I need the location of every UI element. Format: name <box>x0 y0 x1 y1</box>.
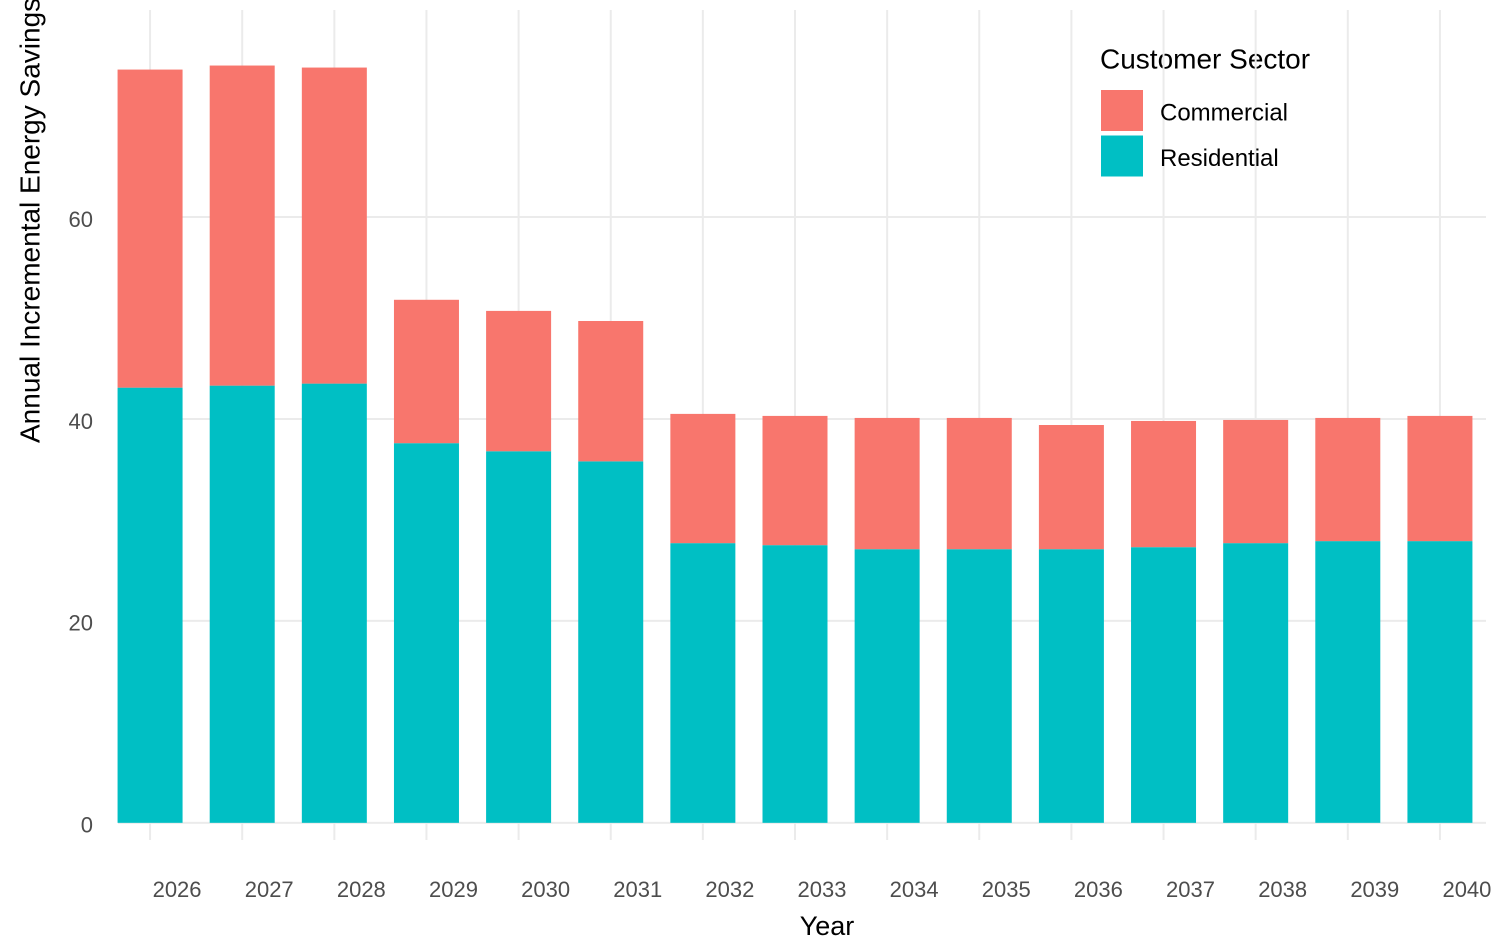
bar-segment <box>117 69 183 388</box>
x-tick-label: 2031 <box>613 877 662 902</box>
legend-label: Commercial <box>1160 99 1288 126</box>
bar-segment <box>209 65 275 386</box>
bar-segment <box>393 443 459 823</box>
y-axis-title: Annual Incremental Energy Savings <box>14 0 45 443</box>
bar-segment <box>854 417 920 550</box>
legend-swatch <box>1101 90 1143 131</box>
x-tick-label: 2034 <box>890 877 939 902</box>
bar-segment <box>946 417 1012 550</box>
bar-segment <box>301 67 367 384</box>
bar-segment <box>1223 543 1289 823</box>
x-tick-label: 2040 <box>1442 877 1491 902</box>
bar-segment <box>1038 425 1104 550</box>
bar-segment <box>670 543 736 823</box>
x-axis-title: Year <box>800 911 855 940</box>
x-tick-label: 2037 <box>1166 877 1215 902</box>
y-tick-label: 0 <box>81 813 93 838</box>
x-tick-label: 2028 <box>337 877 386 902</box>
bar-segment <box>486 451 552 823</box>
x-tick-label: 2033 <box>798 877 847 902</box>
bar-segment <box>670 413 736 544</box>
bar-segment <box>117 387 183 823</box>
bar-segment <box>1407 415 1473 542</box>
x-tick-label: 2032 <box>705 877 754 902</box>
legend-title: Customer Sector <box>1100 43 1310 74</box>
bar-segment <box>1407 541 1473 823</box>
bar-segment <box>578 461 644 823</box>
x-tick-label: 2039 <box>1350 877 1399 902</box>
bar-segment <box>1131 547 1197 823</box>
bar-segment <box>1038 549 1104 823</box>
legend-label: Residential <box>1160 145 1279 172</box>
x-tick-label: 2036 <box>1074 877 1123 902</box>
bar-segment <box>578 320 644 462</box>
x-tick-label: 2030 <box>521 877 570 902</box>
bar-segment <box>1223 419 1289 544</box>
x-tick-label: 2027 <box>245 877 294 902</box>
bar-segment <box>486 310 552 452</box>
bar-segment <box>1315 417 1381 542</box>
bar-segment <box>946 549 1012 823</box>
y-tick-label: 60 <box>69 207 93 232</box>
legend-swatch <box>1101 135 1143 177</box>
x-tick-label: 2035 <box>982 877 1031 902</box>
bar-segment <box>1131 420 1197 548</box>
x-tick-label: 2029 <box>429 877 478 902</box>
x-tick-label: 2038 <box>1258 877 1307 902</box>
x-tick-label: 2026 <box>153 877 202 902</box>
bar-segment <box>854 549 920 823</box>
bar-segment <box>762 545 828 823</box>
bars <box>117 65 1473 823</box>
bar-segment <box>301 383 367 823</box>
y-tick-label: 20 <box>69 611 93 636</box>
bar-segment <box>762 415 828 546</box>
y-tick-label: 40 <box>69 409 93 434</box>
bar-segment <box>1315 541 1381 823</box>
bar-segment <box>209 385 275 823</box>
bar-segment <box>393 299 459 444</box>
